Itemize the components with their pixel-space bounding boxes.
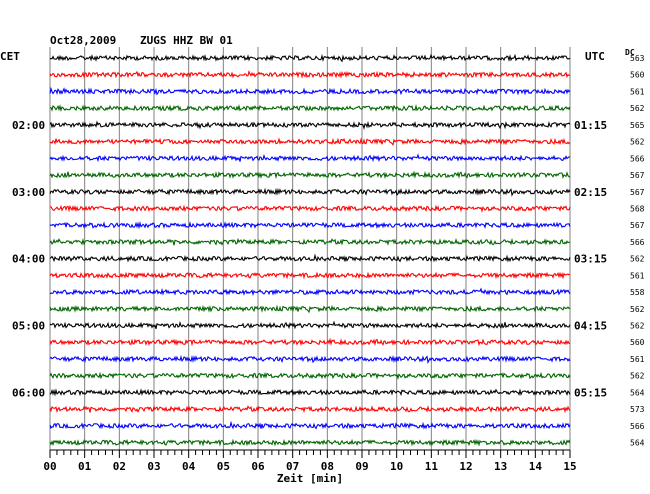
x-tick-label: 07 (286, 460, 299, 473)
seismic-trace (49, 404, 571, 414)
seismic-trace (49, 204, 571, 213)
seismic-trace (49, 86, 571, 96)
dc-value: 561 (630, 355, 645, 364)
dc-value: 566 (630, 422, 645, 431)
seismic-trace (49, 253, 571, 263)
dc-value: 562 (630, 322, 645, 331)
x-tick-label: 08 (321, 460, 334, 473)
x-tick-label: 05 (217, 460, 230, 473)
x-tick-label: 04 (182, 460, 196, 473)
dc-value: 566 (630, 238, 645, 247)
dc-value: 562 (630, 372, 645, 381)
dc-value: 562 (630, 138, 645, 147)
seismic-trace (49, 70, 571, 79)
x-tick-label: 13 (494, 460, 507, 473)
seismic-trace (49, 170, 571, 180)
seismic-trace (49, 337, 571, 347)
x-tick-label: 02 (113, 460, 126, 473)
utc-time-label: 05:15 (574, 386, 607, 399)
seismic-trace (49, 53, 571, 63)
x-tick-label: 12 (459, 460, 472, 473)
seismic-trace (49, 388, 571, 397)
dc-value: 573 (630, 405, 645, 414)
dc-value: 565 (630, 121, 645, 130)
seismic-trace (49, 120, 571, 130)
seismic-trace (49, 271, 571, 280)
dc-value: 560 (630, 338, 645, 347)
dc-value: 566 (630, 154, 645, 163)
dc-value: 564 (630, 388, 645, 397)
seismic-trace (49, 103, 571, 113)
dc-value: 562 (630, 104, 645, 113)
seismic-trace (49, 438, 571, 447)
dc-value: 567 (630, 221, 645, 230)
station-code: ZUGS HHZ BW 01 (140, 34, 233, 47)
seismic-traces (49, 53, 571, 447)
x-tick-label: 01 (78, 460, 92, 473)
x-tick-label: 14 (529, 460, 543, 473)
chart-date: Oct28,2009 (50, 34, 117, 47)
dc-value: 562 (630, 305, 645, 314)
dc-value: 560 (630, 71, 645, 80)
minute-gridlines (49, 47, 571, 450)
dc-value: 567 (630, 188, 645, 197)
time-axis: 00 01 02 03 04 05 06 07 08 09 10 11 12 13 14 15 Zeit [mi… (43, 449, 577, 485)
dc-value: 564 (630, 439, 645, 448)
dc-value: 558 (630, 288, 645, 297)
seismic-trace (49, 420, 571, 430)
cet-time-label: 05:00 (12, 320, 45, 333)
cet-time-label: 02:00 (12, 119, 45, 132)
time-labels: 02:00 03:00 04:00 05:00 06:00 01:15 02:15 03:15… (12, 54, 645, 448)
utc-time-label: 01:15 (574, 119, 607, 132)
seismic-trace (49, 137, 571, 147)
seismic-trace (49, 320, 571, 330)
x-tick-label: 11 (425, 460, 439, 473)
cet-time-label: 06:00 (12, 386, 45, 399)
seismic-trace (49, 187, 571, 197)
cet-time-label: 03:00 (12, 186, 45, 199)
dc-column-label: DC (625, 48, 635, 57)
seismic-trace (49, 354, 571, 364)
seismic-trace (49, 221, 571, 230)
x-tick-label: 09 (355, 460, 368, 473)
dc-value: 561 (630, 271, 645, 280)
dc-value: 563 (630, 54, 645, 63)
dc-value: 561 (630, 87, 645, 96)
seismic-trace (49, 371, 571, 381)
seismic-trace (49, 304, 571, 314)
seismic-trace (49, 153, 571, 163)
seismic-trace (49, 237, 571, 246)
x-tick-label: 10 (390, 460, 403, 473)
cet-time-label: 04:00 (12, 253, 45, 266)
x-tick-label: 06 (251, 460, 265, 473)
utc-time-label: 03:15 (574, 253, 607, 266)
seismic-trace (49, 287, 571, 297)
dc-value: 568 (630, 204, 645, 213)
left-timezone-label: CET (0, 50, 20, 63)
x-tick-label: 03 (147, 460, 160, 473)
right-timezone-label: UTC (585, 50, 605, 63)
dc-value: 562 (630, 255, 645, 264)
x-tick-label: 00 (43, 460, 56, 473)
dc-value: 567 (630, 171, 645, 180)
x-tick-label: 15 (563, 460, 576, 473)
x-axis-title: Zeit [min] (277, 472, 343, 485)
utc-time-label: 02:15 (574, 186, 607, 199)
utc-time-label: 04:15 (574, 320, 607, 333)
